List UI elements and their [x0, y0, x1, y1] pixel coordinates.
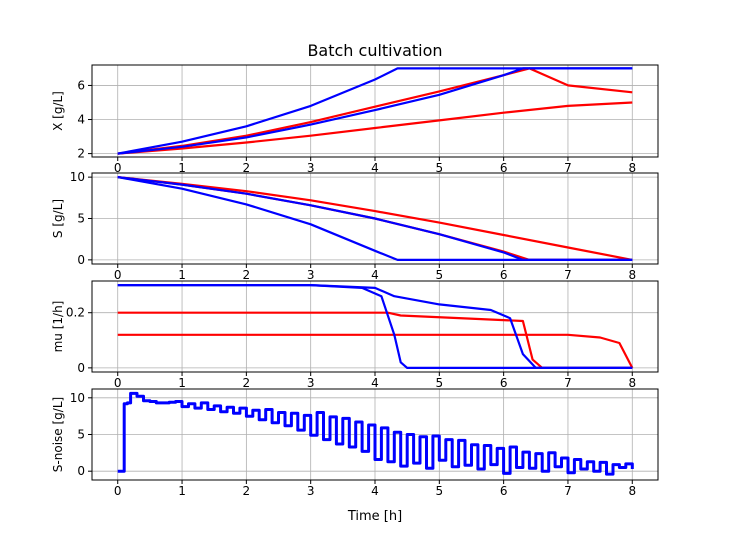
- subplot-2: 0 1 2 3 4 5 6 7 8 0 5 10 S [g/L]: [51, 170, 659, 282]
- y-tick-label: 0: [77, 361, 85, 375]
- x-tick-label: 7: [564, 268, 572, 282]
- series-line-4: [117, 176, 633, 261]
- x-tick-label: 2: [243, 161, 251, 175]
- x-tick-label: 2: [243, 268, 251, 282]
- x-tick-label: 7: [564, 161, 572, 175]
- x-tick-label: 3: [307, 484, 315, 498]
- x-tick-label: 8: [628, 376, 636, 390]
- subplot-4: 0 1 2 3 4 5 6 7 8 0 5 10 S-noise [g/L]: [51, 388, 659, 498]
- x-tick-label: 7: [564, 376, 572, 390]
- series-line-1: [117, 176, 633, 261]
- x-tick-label: 3: [307, 268, 315, 282]
- x-tick-label: 3: [307, 376, 315, 390]
- y-axis-label: mu [1/h]: [51, 301, 65, 353]
- y-tick-label: 10: [70, 391, 85, 405]
- x-tick-label: 1: [178, 376, 186, 390]
- chart-title: Batch cultivation: [307, 41, 442, 60]
- x-tick-label: 0: [114, 268, 122, 282]
- x-tick-label: 6: [500, 268, 508, 282]
- y-tick-label: 0.2: [66, 306, 85, 320]
- x-tick-label: 4: [371, 268, 379, 282]
- x-tick-label: 8: [628, 268, 636, 282]
- x-tick-label: 5: [435, 161, 443, 175]
- x-tick-label: 6: [500, 484, 508, 498]
- x-tick-label: 5: [435, 268, 443, 282]
- y-tick-label: 2: [77, 147, 85, 161]
- y-tick-label: 6: [77, 78, 85, 92]
- x-tick-label: 5: [435, 484, 443, 498]
- x-tick-label: 6: [500, 161, 508, 175]
- x-tick-label: 1: [178, 161, 186, 175]
- y-tick-label: 0: [77, 253, 85, 267]
- series-line-1: [117, 391, 634, 476]
- x-tick-label: 5: [435, 376, 443, 390]
- y-tick-label: 5: [77, 212, 85, 226]
- y-tick-label: 4: [77, 113, 85, 127]
- y-tick-label: 5: [77, 428, 85, 442]
- y-tick-label: 0: [77, 464, 85, 478]
- x-tick-label: 4: [371, 376, 379, 390]
- x-tick-label: 4: [371, 484, 379, 498]
- x-axis-label: Time [h]: [347, 509, 402, 524]
- series-group: [117, 284, 634, 369]
- x-tick-label: 0: [114, 376, 122, 390]
- x-tick-label: 8: [628, 161, 636, 175]
- x-tick-label: 0: [114, 161, 122, 175]
- series-line-3: [117, 176, 633, 261]
- x-tick-label: 0: [114, 484, 122, 498]
- x-tick-label: 8: [628, 484, 636, 498]
- series-line-4: [117, 284, 633, 369]
- series-line-1: [117, 311, 633, 369]
- y-axis-label: S [g/L]: [51, 199, 65, 238]
- x-tick-label: 2: [243, 484, 251, 498]
- x-tick-label: 1: [178, 268, 186, 282]
- series-line-1: [117, 101, 633, 155]
- x-tick-label: 2: [243, 376, 251, 390]
- series-line-4: [117, 67, 633, 155]
- subplot-1: 0 1 2 3 4 5 6 7 8 2 4 6 X [g/L]: [51, 64, 659, 175]
- series-line-2: [117, 333, 634, 369]
- x-tick-label: 7: [564, 484, 572, 498]
- series-group: [117, 67, 633, 155]
- y-tick-label: 10: [70, 170, 85, 184]
- series-group: [117, 176, 633, 261]
- series-line-2: [117, 67, 633, 155]
- x-tick-label: 3: [307, 161, 315, 175]
- y-axis-label: S-noise [g/L]: [51, 397, 65, 472]
- y-axis-label: X [g/L]: [51, 91, 65, 131]
- x-tick-label: 4: [371, 161, 379, 175]
- series-group: [117, 391, 634, 476]
- x-tick-label: 6: [500, 376, 508, 390]
- subplot-3: 0 1 2 3 4 5 6 7 8 0 0.2mu [1/h]: [51, 280, 659, 390]
- x-tick-label: 1: [178, 484, 186, 498]
